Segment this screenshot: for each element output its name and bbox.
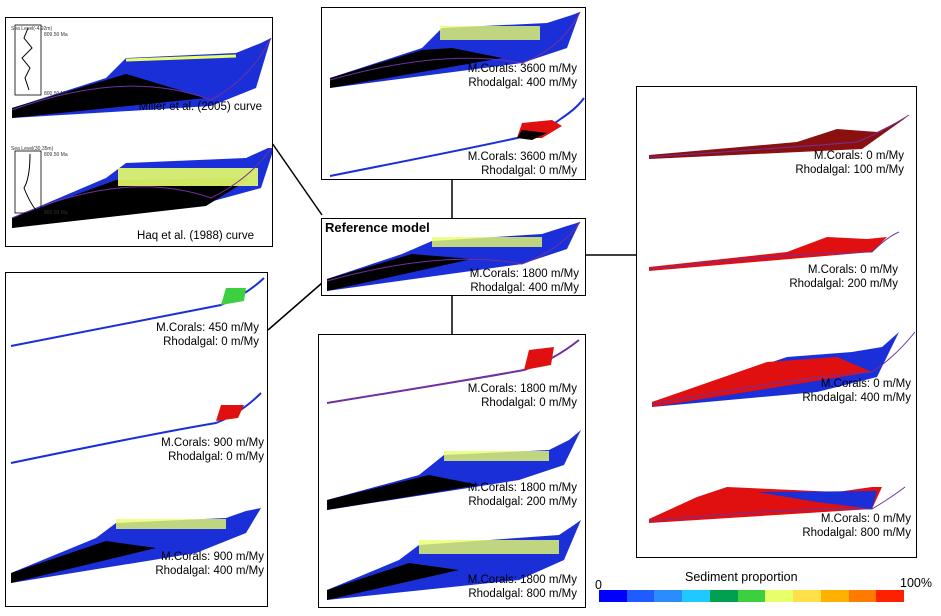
- bottom-models-panel: M.Corals: 1800 m/My Rhodalgal: 0 m/My M.…: [318, 334, 586, 608]
- top-model-2-rhodalgal: Rhodalgal: 0 m/My: [481, 165, 577, 177]
- legend-min-label: 0: [595, 578, 602, 592]
- right-model-1-rhodalgal: Rhodalgal: 100 m/My: [795, 164, 904, 176]
- left-model-profiles: [10, 277, 265, 583]
- miller-inset-top: 809.50 Ma: [44, 32, 68, 38]
- left-model-3-rhodalgal: Rhodalgal: 400 m/My: [155, 565, 264, 577]
- right-models-panel: M.Corals: 0 m/My Rhodalgal: 100 m/My M.C…: [636, 86, 917, 558]
- left-model-1-corals: M.Corals: 450 m/My: [156, 322, 259, 334]
- top-model-1-label: M.Corals: 3600 m/My Rhodalgal: 400 m/My: [468, 62, 577, 90]
- right-model-2-label: M.Corals: 0 m/My Rhodalgal: 200 m/My: [789, 263, 898, 291]
- left-model-2-rhodalgal: Rhodalgal: 0 m/My: [168, 451, 264, 463]
- bottom-model-1-corals: M.Corals: 1800 m/My: [467, 383, 577, 395]
- reference-model-label: M.Corals: 1800 m/My Rhodalgal: 400 m/My: [470, 267, 579, 295]
- reference-model-panel: Reference model M.Corals: 1800 m/My Rhod…: [321, 218, 586, 296]
- haq-curve-label: Haq et al. (1988) curve: [137, 230, 254, 242]
- bottom-model-1-rhodalgal: Rhodalgal: 0 m/My: [481, 397, 577, 409]
- legend-swatch-2: [654, 590, 683, 602]
- right-model-4-label: M.Corals: 0 m/My Rhodalgal: 800 m/My: [802, 512, 911, 540]
- sediment-proportion-legend: Sediment proportion 0 100%: [595, 570, 940, 616]
- sea-level-curves-panel: Sea Level(-4.92m) 809.50 Ma 800.50 Ma Se…: [5, 17, 273, 247]
- haq-inset-title: Sea Level(30.35m): [11, 146, 54, 152]
- miller-inset-title: Sea Level(-4.92m): [11, 26, 53, 32]
- right-model-3-corals: M.Corals: 0 m/My: [820, 378, 911, 390]
- miller-curve-model: [11, 24, 272, 228]
- top-model-2-label: M.Corals: 3600 m/My Rhodalgal: 0 m/My: [468, 150, 577, 178]
- legend-swatch-6: [765, 590, 794, 602]
- left-model-2-corals: M.Corals: 900 m/My: [161, 437, 264, 449]
- top-model-2-corals: M.Corals: 3600 m/My: [467, 151, 577, 163]
- left-model-3-label: M.Corals: 900 m/My Rhodalgal: 400 m/My: [155, 550, 264, 578]
- left-models-panel: M.Corals: 450 m/My Rhodalgal: 0 m/My M.C…: [5, 272, 268, 607]
- bottom-model-3-corals: M.Corals: 1800 m/My: [467, 574, 577, 586]
- left-model-1-rhodalgal: Rhodalgal: 0 m/My: [163, 336, 259, 348]
- top-models-panel: M.Corals: 3600 m/My Rhodalgal: 400 m/My …: [321, 7, 586, 180]
- bottom-model-2-label: M.Corals: 1800 m/My Rhodalgal: 200 m/My: [468, 481, 577, 509]
- top-model-1-rhodalgal: Rhodalgal: 400 m/My: [468, 77, 577, 89]
- bottom-model-3-rhodalgal: Rhodalgal: 800 m/My: [468, 588, 577, 600]
- bottom-model-profiles: [326, 339, 581, 600]
- bottom-model-2-rhodalgal: Rhodalgal: 200 m/My: [468, 496, 577, 508]
- top-model-1-corals: M.Corals: 3600 m/My: [467, 63, 577, 75]
- legend-swatch-4: [709, 590, 738, 602]
- left-model-2-label: M.Corals: 900 m/My Rhodalgal: 0 m/My: [161, 436, 264, 464]
- right-model-2-corals: M.Corals: 0 m/My: [807, 264, 898, 276]
- right-model-4-corals: M.Corals: 0 m/My: [820, 513, 911, 525]
- bottom-model-3-label: M.Corals: 1800 m/My Rhodalgal: 800 m/My: [468, 573, 577, 601]
- right-model-1-label: M.Corals: 0 m/My Rhodalgal: 100 m/My: [795, 149, 904, 177]
- right-model-1-corals: M.Corals: 0 m/My: [813, 150, 904, 162]
- haq-inset-top: 809.50 Ma: [44, 152, 68, 158]
- reference-model-profile: [326, 221, 581, 291]
- reference-model-title: Reference model: [325, 220, 430, 235]
- haq-inset-bottom: 800.50 Ma: [44, 210, 68, 216]
- legend-swatch-10: [876, 590, 905, 602]
- legend-swatch-7: [793, 590, 821, 602]
- right-model-2-rhodalgal: Rhodalgal: 200 m/My: [789, 278, 898, 290]
- left-model-1-label: M.Corals: 450 m/My Rhodalgal: 0 m/My: [156, 321, 259, 349]
- miller-inset-bottom: 800.50 Ma: [44, 91, 68, 97]
- reference-corals: M.Corals: 1800 m/My: [469, 268, 579, 280]
- top-model-profiles: [329, 11, 585, 177]
- legend-title: Sediment proportion: [685, 570, 798, 584]
- miller-curve-label: Miller et al. (2005) curve: [138, 101, 262, 113]
- legend-max-label: 100%: [900, 576, 932, 590]
- right-model-profiles: [648, 114, 916, 523]
- legend-swatch-1: [626, 590, 655, 602]
- right-model-4-rhodalgal: Rhodalgal: 800 m/My: [802, 527, 911, 539]
- legend-swatch-0: [599, 590, 627, 602]
- bottom-model-2-corals: M.Corals: 1800 m/My: [467, 482, 577, 494]
- reference-rhodalgal: Rhodalgal: 400 m/My: [470, 282, 579, 294]
- right-model-3-label: M.Corals: 0 m/My Rhodalgal: 400 m/My: [802, 377, 911, 405]
- right-model-3-rhodalgal: Rhodalgal: 400 m/My: [802, 392, 911, 404]
- legend-swatch-5: [737, 590, 766, 602]
- legend-swatch-9: [848, 590, 877, 602]
- legend-swatch-8: [820, 590, 849, 602]
- bottom-model-1-label: M.Corals: 1800 m/My Rhodalgal: 0 m/My: [468, 382, 577, 410]
- legend-swatch-3: [682, 590, 710, 602]
- legend-color-bar: [599, 590, 905, 602]
- left-model-3-corals: M.Corals: 900 m/My: [161, 551, 264, 563]
